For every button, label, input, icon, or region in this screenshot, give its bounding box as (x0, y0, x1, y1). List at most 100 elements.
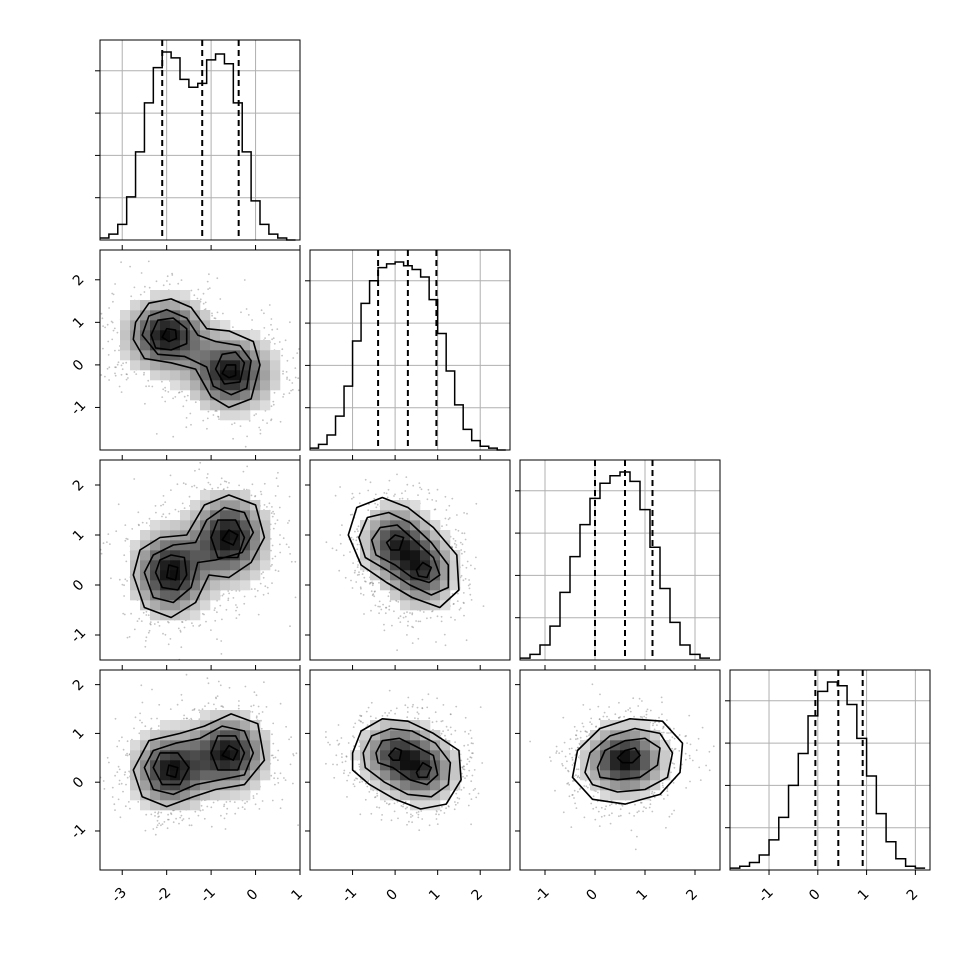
scatter-point (289, 321, 291, 324)
scatter-point (172, 397, 175, 400)
scatter-point (406, 611, 408, 613)
density-cell (410, 500, 421, 511)
scatter-point (207, 702, 210, 705)
scatter-point (445, 509, 448, 511)
scatter-point (232, 437, 235, 440)
scatter-point (117, 361, 120, 364)
density-cell (180, 600, 191, 611)
scatter-point (355, 536, 358, 539)
scatter-point (286, 376, 288, 379)
scatter-point (108, 366, 111, 369)
scatter-point (191, 709, 194, 711)
scatter-point (257, 613, 260, 616)
scatter-point (281, 348, 284, 351)
density-cell (360, 540, 371, 551)
density-cell (220, 550, 231, 561)
panel-frame (729, 669, 931, 871)
scatter-point (121, 583, 124, 586)
scatter-point (164, 501, 167, 503)
density-cell (130, 350, 141, 361)
density-cell (200, 310, 211, 321)
density-cell (160, 560, 171, 571)
scatter-point (277, 570, 280, 572)
scatter-point (124, 578, 127, 581)
density-cell (160, 570, 171, 581)
density-cell (380, 510, 391, 521)
scatter-point (110, 577, 112, 580)
contour-line (154, 554, 188, 591)
density-cell (220, 520, 231, 531)
density-cell (140, 590, 151, 601)
scatter-point (96, 356, 98, 358)
density-cell (400, 560, 411, 571)
scatter-point (123, 584, 125, 587)
density-cell (380, 550, 391, 561)
scatter-point (440, 615, 443, 618)
scatter-point (358, 502, 361, 505)
scatter-point (126, 373, 128, 376)
joint-panel (99, 459, 301, 668)
scatter-point (232, 597, 235, 599)
scatter-point (370, 609, 372, 612)
density-cell (190, 540, 201, 551)
scatter-point (360, 592, 362, 595)
density-cell (250, 520, 261, 531)
panel-frame (519, 459, 721, 661)
scatter-point (369, 582, 372, 584)
scatter-point (284, 339, 287, 342)
scatter-point (436, 615, 439, 618)
density-cell (420, 530, 431, 541)
scatter-point (115, 366, 117, 369)
scatter-point (288, 519, 291, 522)
density-cell (220, 350, 231, 361)
scatter-point (403, 612, 406, 615)
scatter-point (133, 727, 135, 730)
scatter-point (149, 621, 152, 623)
scatter-point (203, 488, 206, 491)
scatter-point (353, 571, 356, 574)
scatter-point (266, 422, 268, 424)
scatter-point (129, 265, 132, 268)
scatter-point (398, 498, 401, 500)
scatter-point (448, 517, 451, 519)
density-cell (270, 360, 281, 371)
scatter-point (238, 700, 240, 702)
scatter-point (148, 517, 151, 520)
scatter-point (164, 400, 167, 403)
scatter-point (97, 840, 99, 842)
scatter-point (422, 611, 425, 613)
scatter-point (213, 317, 216, 319)
scatter-point (164, 666, 166, 668)
scatter-point (95, 356, 97, 358)
scatter-point (208, 273, 210, 276)
scatter-point (255, 413, 257, 415)
density-cell (210, 340, 221, 351)
scatter-point (339, 534, 342, 536)
scatter-point (150, 717, 153, 720)
density-cell (180, 350, 191, 361)
scatter-point (157, 621, 160, 624)
scatter-point (378, 612, 380, 615)
density-cell (420, 520, 431, 531)
scatter-point (358, 492, 361, 495)
scatter-point (175, 817, 178, 820)
scatter-point (288, 546, 290, 548)
scatter-point (367, 509, 370, 512)
scatter-point (209, 483, 212, 486)
scatter-point (464, 578, 467, 580)
scatter-point (274, 555, 277, 558)
density-cell (220, 570, 231, 581)
scatter-point (383, 629, 386, 632)
density-cell (270, 370, 281, 381)
scatter-point (373, 595, 376, 598)
scatter-point (395, 600, 398, 602)
scatter-point (461, 532, 464, 535)
scatter-point (162, 513, 165, 516)
scatter-point (166, 280, 168, 282)
density-cells (360, 500, 461, 611)
scatter-point (162, 284, 165, 287)
scatter-point (367, 489, 370, 492)
scatter-point (186, 394, 189, 397)
scatter-point (431, 610, 433, 613)
scatter-point (388, 608, 391, 611)
